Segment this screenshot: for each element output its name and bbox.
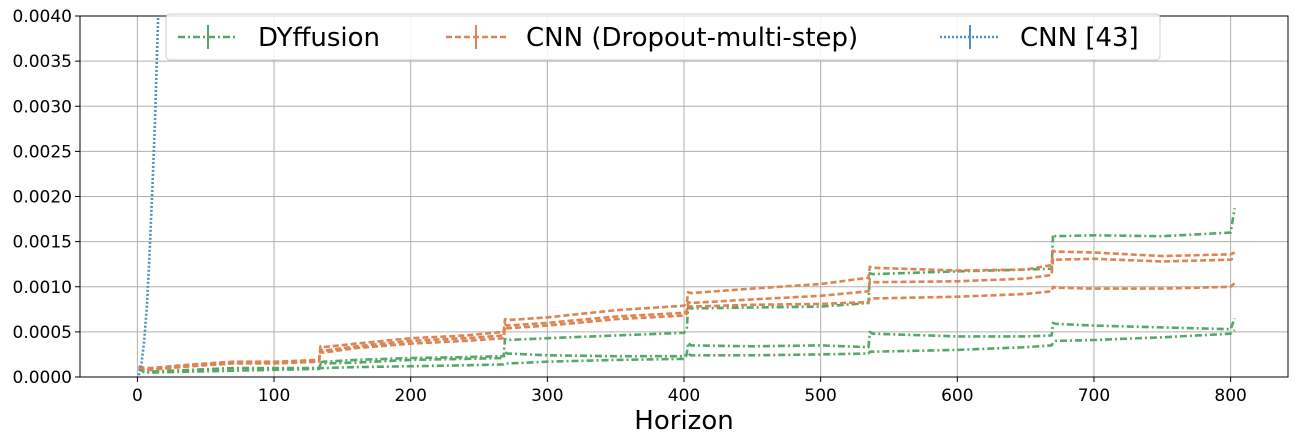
- series-line: [137, 329, 1236, 374]
- series-2: [137, 16, 160, 376]
- y-tick-label: 0.0030: [13, 97, 72, 117]
- y-tick-label: 0.0005: [13, 323, 72, 343]
- legend-label: DYffusion: [258, 23, 380, 53]
- x-tick-label: 400: [668, 386, 700, 406]
- legend-entry: CNN [43]: [940, 23, 1139, 53]
- legend-label: CNN (Dropout-multi-step): [526, 23, 858, 53]
- x-tick-label: 600: [941, 386, 973, 406]
- series-0: [137, 207, 1236, 374]
- y-tick-label: 0.0020: [13, 188, 72, 208]
- y-tick-label: 0.0040: [13, 7, 72, 27]
- x-tick-label: 800: [1214, 386, 1246, 406]
- legend-frame: [165, 13, 1161, 61]
- series-1: [138, 249, 1236, 372]
- y-tick-label: 0.0010: [13, 278, 72, 298]
- x-axis-title: Horizon: [634, 406, 733, 433]
- x-tick-label: 200: [394, 386, 426, 406]
- series-line: [138, 282, 1236, 372]
- series-line: [137, 16, 160, 376]
- x-tick-label: 100: [258, 386, 290, 406]
- grid: [80, 15, 1288, 378]
- y-axis: 0.0000 0.0005 0.0010 0.0015 0.0020 0.0025 0.00…: [13, 7, 80, 388]
- y-tick-label: 0.0000: [13, 368, 72, 388]
- x-tick-label: 0: [132, 386, 143, 406]
- legend-entry: DYffusion: [178, 23, 380, 53]
- y-tick-label: 0.0015: [13, 233, 72, 253]
- y-tick-label: 0.0035: [13, 52, 72, 72]
- plot-lines: [137, 16, 1236, 376]
- legend-label: CNN [43]: [1020, 23, 1139, 53]
- x-axis: 0 100 200 300 400 500 600 700 800: [132, 377, 1247, 406]
- x-tick-label: 700: [1078, 386, 1110, 406]
- series-line: [320, 207, 1236, 364]
- y-tick-label: 0.0025: [13, 142, 72, 162]
- legend-entry: CNN (Dropout-multi-step): [446, 23, 858, 53]
- legend: DYffusion CNN (Dropout-multi-step) CNN [43…: [165, 13, 1161, 61]
- x-tick-label: 300: [531, 386, 563, 406]
- x-tick-label: 500: [804, 386, 836, 406]
